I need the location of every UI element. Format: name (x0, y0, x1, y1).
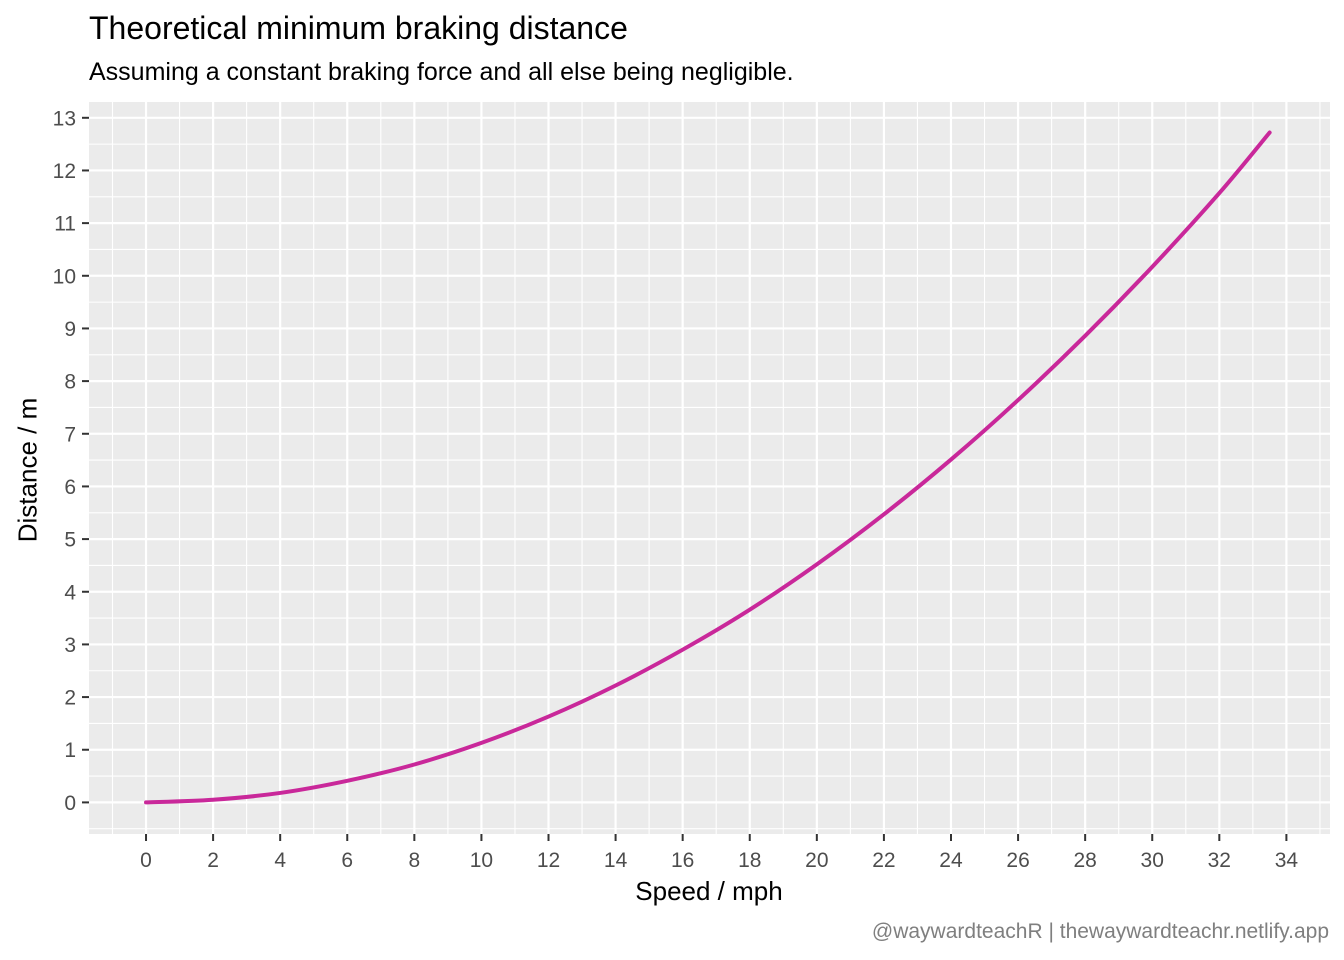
x-tick-label: 32 (1208, 849, 1231, 872)
y-tick-label: 8 (64, 371, 76, 394)
x-tick-label: 24 (939, 849, 963, 872)
x-tick-label: 28 (1073, 849, 1096, 872)
y-tick-label: 3 (64, 634, 76, 657)
y-tick-label: 12 (53, 160, 76, 183)
plot-panel (89, 102, 1330, 834)
x-tick-label: 0 (140, 849, 152, 872)
major-gridlines (89, 102, 1330, 834)
x-tick-label: 2 (207, 849, 219, 872)
x-tick-label: 16 (671, 849, 694, 872)
x-tick-label: 34 (1275, 849, 1299, 872)
chart-subtitle: Assuming a constant braking force and al… (89, 58, 794, 86)
x-tick-label: 22 (872, 849, 895, 872)
x-tick-label: 12 (537, 849, 560, 872)
x-tick-label: 6 (341, 849, 353, 872)
x-tick-label: 30 (1141, 849, 1164, 872)
y-tick-label: 5 (64, 529, 76, 552)
x-tick-label: 10 (470, 849, 493, 872)
y-tick-label: 10 (53, 265, 76, 288)
x-tick-label: 14 (604, 849, 628, 872)
x-tick-label: 18 (738, 849, 761, 872)
chart-title: Theoretical minimum braking distance (89, 10, 628, 46)
y-axis-label: Distance / m (12, 397, 43, 543)
y-tick-label: 11 (54, 213, 76, 236)
series-line (144, 130, 1272, 805)
chart-caption: @waywardteachR | thewaywardteachr.netlif… (871, 920, 1329, 943)
x-axis: 0 2 4 6 8 10 12 14 16 18 20 22 24 26 28 30 32 34 (140, 834, 1298, 872)
y-tick-label: 2 (64, 687, 76, 710)
y-tick-label: 4 (64, 581, 76, 604)
y-tick-label: 0 (64, 792, 76, 815)
y-tick-label: 13 (53, 107, 76, 130)
y-tick-label: 7 (64, 423, 76, 446)
y-tick-label: 9 (64, 318, 76, 341)
x-tick-label: 8 (408, 849, 420, 872)
x-tick-label: 4 (274, 849, 286, 872)
y-tick-label: 6 (64, 476, 76, 499)
y-tick-label: 1 (64, 739, 76, 762)
x-tick-label: 26 (1006, 849, 1029, 872)
x-axis-label: Speed / mph (635, 876, 783, 906)
x-tick-label: 20 (805, 849, 828, 872)
